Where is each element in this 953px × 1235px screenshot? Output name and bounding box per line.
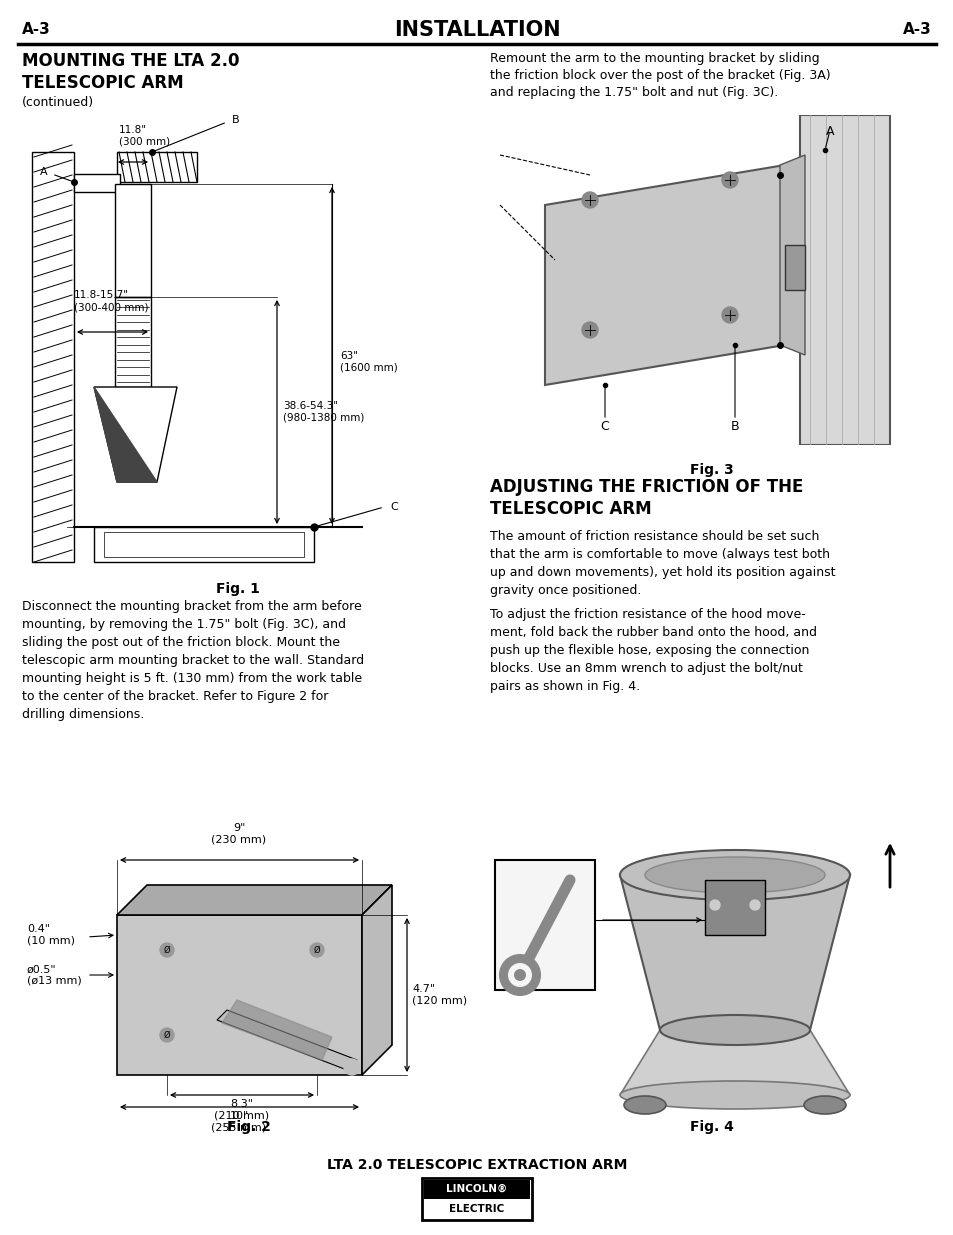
Polygon shape [619,1030,849,1095]
Text: LTA 2.0 TELESCOPIC EXTRACTION ARM: LTA 2.0 TELESCOPIC EXTRACTION ARM [327,1158,626,1172]
Polygon shape [361,885,392,1074]
Text: Fig. 4: Fig. 4 [689,1120,733,1134]
Text: 11.8-15.7"
(300-400 mm): 11.8-15.7" (300-400 mm) [74,290,149,312]
Text: 11.8"
(300 mm): 11.8" (300 mm) [119,126,170,147]
Text: B: B [232,115,239,125]
Text: Fig. 2: Fig. 2 [227,1120,271,1134]
Bar [32,152,74,562]
Polygon shape [117,885,392,915]
Text: INSTALLATION: INSTALLATION [394,20,559,40]
Text: 0.4"
(10 mm): 0.4" (10 mm) [27,924,75,946]
Bar [423,1179,530,1199]
Text: Ø: Ø [314,946,320,955]
Polygon shape [619,876,849,1030]
Circle shape [709,900,720,910]
Text: The amount of friction resistance should be set such
that the arm is comfortable: The amount of friction resistance should… [490,530,835,597]
Bar [800,115,889,445]
Bar [74,174,120,191]
Text: Fig. 3: Fig. 3 [689,463,733,477]
Text: B: B [730,420,739,433]
Polygon shape [117,915,361,1074]
Text: Disconnect the mounting bracket from the arm before
mounting, by removing the 1.: Disconnect the mounting bracket from the… [22,600,364,721]
Text: A-3: A-3 [22,22,51,37]
Bar [115,296,151,387]
Circle shape [344,1058,359,1074]
Circle shape [310,944,324,957]
Circle shape [721,172,738,188]
Text: ø0.5"
(ø13 mm): ø0.5" (ø13 mm) [27,965,82,986]
Text: 8.3"
(210 mm): 8.3" (210 mm) [214,1099,270,1120]
Text: (continued): (continued) [22,96,94,109]
Text: 38.6-54.3"
(980-1380 mm): 38.6-54.3" (980-1380 mm) [283,401,364,422]
Bar [495,860,595,990]
Circle shape [721,308,738,324]
Bar [704,881,764,935]
Text: C: C [390,501,397,513]
Polygon shape [222,1000,332,1060]
Circle shape [749,900,760,910]
Ellipse shape [623,1095,665,1114]
Text: A-3: A-3 [902,22,931,37]
Text: LINCOLN®: LINCOLN® [446,1183,507,1193]
Ellipse shape [803,1095,845,1114]
Text: Ø: Ø [164,946,171,955]
Text: A: A [825,125,833,138]
Ellipse shape [619,1081,849,1109]
Ellipse shape [644,857,824,893]
Circle shape [160,1028,173,1042]
Text: ELECTRIC: ELECTRIC [449,1204,504,1214]
Ellipse shape [619,850,849,900]
Text: Ø: Ø [164,1030,171,1040]
Text: To adjust the friction resistance of the hood move-
ment, fold back the rubber b: To adjust the friction resistance of the… [490,608,816,693]
Polygon shape [544,165,784,385]
Polygon shape [94,387,157,482]
Bar [117,152,196,182]
Text: C: C [600,420,609,433]
Circle shape [581,322,598,338]
Text: 4.7"
(120 mm): 4.7" (120 mm) [412,984,467,1005]
Text: Fig. 1: Fig. 1 [215,582,259,597]
Bar [104,532,304,557]
Ellipse shape [659,1015,809,1045]
Bar [784,245,804,290]
Bar [115,184,151,296]
Text: A: A [40,167,48,177]
Text: Remount the arm to the mounting bracket by sliding
the friction block over the p: Remount the arm to the mounting bracket … [490,52,830,99]
Text: ADJUSTING THE FRICTION OF THE
TELESCOPIC ARM: ADJUSTING THE FRICTION OF THE TELESCOPIC… [490,478,802,517]
Circle shape [160,944,173,957]
Circle shape [499,955,539,995]
Bar [421,1178,532,1220]
Polygon shape [216,1010,356,1070]
Text: MOUNTING THE LTA 2.0
TELESCOPIC ARM: MOUNTING THE LTA 2.0 TELESCOPIC ARM [22,52,239,91]
Text: 63"
(1600 mm): 63" (1600 mm) [339,351,397,373]
Circle shape [581,191,598,207]
Circle shape [507,963,532,987]
Circle shape [514,969,525,981]
Text: 10"
(255 mm): 10" (255 mm) [212,1112,266,1132]
Text: 9"
(230 mm): 9" (230 mm) [212,824,266,845]
Bar [94,527,314,562]
Polygon shape [780,156,804,354]
Polygon shape [94,387,177,482]
